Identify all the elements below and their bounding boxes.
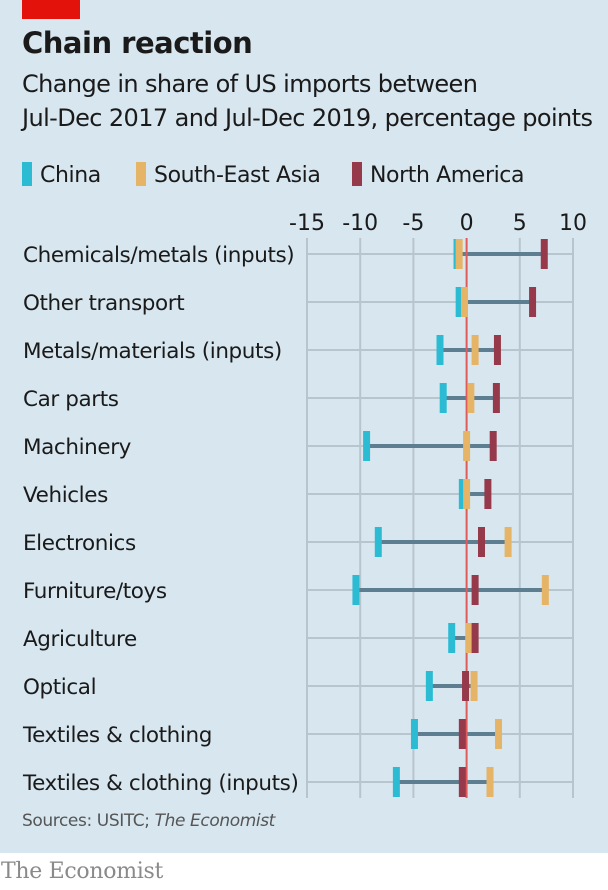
chart-subtitle-line-2: Jul-Dec 2017 and Jul-Dec 2019, percentag… xyxy=(22,104,593,132)
mark-south-east-asia xyxy=(465,623,473,653)
mark-south-east-asia xyxy=(463,431,471,461)
mark-south-east-asia xyxy=(470,671,478,701)
mark-north-america xyxy=(458,767,466,797)
mark-china xyxy=(352,575,360,605)
legend-item-south-east-asia: South-East Asia xyxy=(136,162,321,188)
category-label: Furniture/toys xyxy=(23,579,167,604)
x-tick-label: 10 xyxy=(559,211,587,236)
chart-title: Chain reaction xyxy=(22,26,253,60)
category-label: Machinery xyxy=(23,435,132,460)
dot-range-chart: -15 -10 -5 0 5 10 Chemicals/metals (inputs) Ot… xyxy=(22,211,587,798)
mark-north-america xyxy=(492,383,500,413)
legend-item-china: China xyxy=(22,162,101,188)
mark-south-east-asia xyxy=(463,479,471,509)
mark-china xyxy=(392,767,400,797)
x-tick-label: -5 xyxy=(402,211,424,236)
mark-north-america xyxy=(540,239,548,269)
mark-china xyxy=(363,431,371,461)
mark-north-america xyxy=(458,719,466,749)
chart-subtitle-line-1: Change in share of US imports between xyxy=(22,70,478,98)
mark-south-east-asia xyxy=(541,575,549,605)
source-note: Sources: USITC; The Economist xyxy=(22,811,275,831)
category-label: Textiles & clothing (inputs) xyxy=(22,771,298,796)
x-axis-ticks: -15 -10 -5 0 5 10 xyxy=(289,211,587,236)
mark-north-america xyxy=(462,671,470,701)
mark-china xyxy=(425,671,433,701)
category-label: Chemicals/metals (inputs) xyxy=(23,243,294,268)
mark-china xyxy=(436,335,444,365)
mark-north-america xyxy=(477,527,485,557)
category-labels: Chemicals/metals (inputs) Other transport… xyxy=(22,243,299,796)
mark-south-east-asia xyxy=(486,767,494,797)
data-marks xyxy=(352,239,549,797)
economist-brand: The Economist xyxy=(1,859,164,884)
legend-swatch-south-east-asia xyxy=(136,162,146,186)
mark-china xyxy=(458,479,466,509)
legend-label-china: China xyxy=(40,163,101,188)
legend-item-north-america: North America xyxy=(352,162,524,188)
mark-north-america xyxy=(529,287,537,317)
category-label: Other transport xyxy=(23,291,184,316)
category-label: Textiles & clothing xyxy=(22,723,212,748)
x-tick-label: -10 xyxy=(342,211,378,236)
category-label: Vehicles xyxy=(23,483,108,508)
x-tick-label: -15 xyxy=(289,211,325,236)
mark-south-east-asia xyxy=(495,719,503,749)
mark-south-east-asia xyxy=(504,527,512,557)
x-tick-label: 5 xyxy=(513,211,527,236)
category-label: Electronics xyxy=(23,531,136,556)
category-label: Metals/materials (inputs) xyxy=(23,339,282,364)
mark-south-east-asia xyxy=(471,335,479,365)
mark-china xyxy=(410,719,418,749)
brand-red-tab xyxy=(22,0,80,19)
mark-north-america xyxy=(471,623,479,653)
mark-south-east-asia xyxy=(467,383,475,413)
mark-china xyxy=(455,287,463,317)
mark-china xyxy=(374,527,382,557)
mark-south-east-asia xyxy=(455,239,463,269)
mark-north-america xyxy=(493,335,501,365)
mark-north-america xyxy=(471,575,479,605)
mark-china xyxy=(439,383,447,413)
legend-swatch-north-america xyxy=(352,162,362,186)
legend-label-south-east-asia: South-East Asia xyxy=(154,163,321,188)
source-italic: The Economist xyxy=(154,811,276,831)
mark-china xyxy=(448,623,456,653)
legend-swatch-china xyxy=(22,162,32,186)
source-prefix: Sources: USITC; xyxy=(22,811,155,831)
gridlines xyxy=(306,238,574,798)
connectors xyxy=(355,252,546,784)
mark-south-east-asia xyxy=(460,287,468,317)
category-label: Optical xyxy=(23,675,96,700)
chart-panel: Chain reaction Change in share of US imp… xyxy=(0,0,608,853)
mark-north-america xyxy=(489,431,497,461)
x-tick-label: 0 xyxy=(460,211,474,236)
category-label: Agriculture xyxy=(23,627,137,652)
mark-north-america xyxy=(484,479,492,509)
legend-label-north-america: North America xyxy=(370,163,525,188)
category-label: Car parts xyxy=(23,387,119,412)
